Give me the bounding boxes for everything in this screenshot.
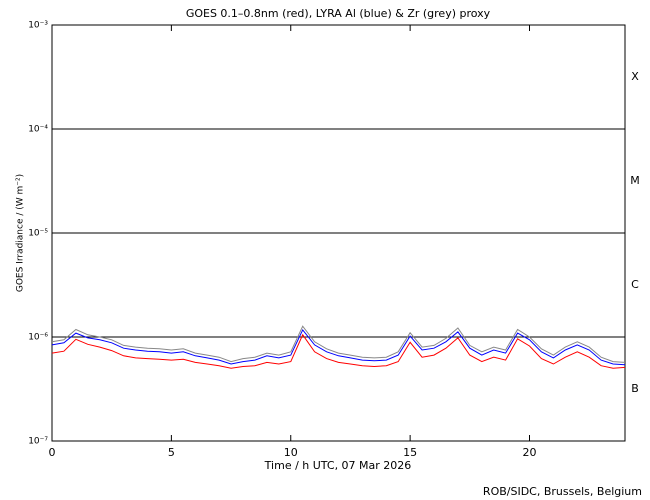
- x-tick-label: 15: [403, 446, 417, 459]
- class-label: C: [631, 278, 639, 291]
- series-line: [51, 328, 626, 366]
- chart-title: GOES 0.1–0.8nm (red), LYRA Al (blue) & Z…: [186, 7, 491, 20]
- x-tick-label: 10: [284, 446, 298, 459]
- x-axis-label: Time / h UTC, 07 Mar 2026: [264, 459, 412, 472]
- x-tick-label: 0: [49, 446, 56, 459]
- y-tick-label: 10⁻⁷: [28, 437, 48, 447]
- class-label: M: [630, 174, 640, 187]
- series-line: [51, 333, 626, 369]
- y-tick-label: 10⁻⁵: [28, 229, 48, 239]
- series-line: [51, 325, 626, 363]
- y-axis-label: GOES Irradiance / (W m⁻²): [16, 174, 26, 292]
- y-tick-label: 10⁻⁴: [28, 125, 48, 135]
- x-tick-label: 5: [168, 446, 175, 459]
- y-tick-label: 10⁻³: [28, 21, 48, 31]
- class-label: X: [631, 70, 639, 83]
- x-tick-label: 20: [523, 446, 537, 459]
- y-tick-label: 10⁻⁶: [28, 333, 48, 343]
- class-label: B: [631, 382, 639, 395]
- footer: ROB/SIDC, Brussels, Belgium: [483, 485, 642, 498]
